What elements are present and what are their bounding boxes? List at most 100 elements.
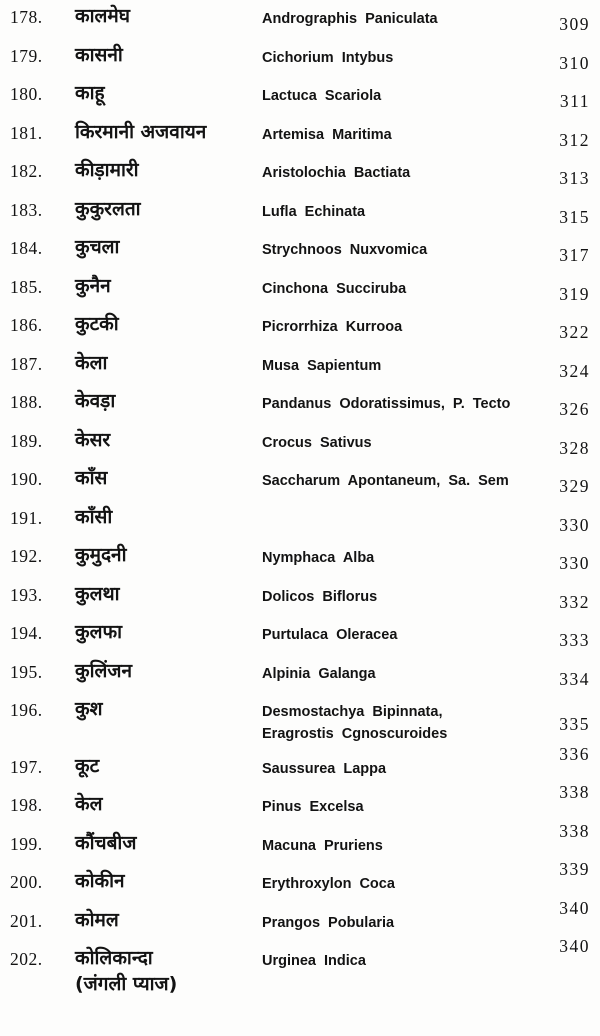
- entry-page-number: 338: [559, 782, 590, 803]
- latin-name-line1: Cichorium Intybus: [262, 49, 394, 66]
- index-row: 193. कुलथा Dolicos Biflorus 332: [10, 583, 600, 623]
- index-list: 178. कालमेघ Andrographis Paniculata 309 …: [10, 4, 600, 1008]
- entry-hindi-name: कुचला: [75, 235, 262, 261]
- entry-page-number: 330: [559, 514, 590, 535]
- entry-number: 197.: [10, 756, 43, 777]
- entry-number: 198.: [10, 795, 43, 816]
- entry-hindi-name: किरमानी अजवायन: [75, 120, 262, 146]
- latin-name-line1: Macuna Pruriens: [262, 837, 383, 854]
- latin-name-line1: Lufla Echinata: [262, 203, 366, 220]
- entry-hindi-name: कौंचबीज: [75, 831, 262, 857]
- latin-name-line1: Crocus Sativus: [262, 434, 372, 451]
- entry-page-number: 339: [559, 859, 590, 880]
- latin-name-line1: Urginea Indica: [262, 953, 366, 970]
- entry-page-number: 309: [559, 14, 590, 34]
- entry-page-number: 319: [559, 283, 590, 304]
- entry-page-number: 340: [559, 897, 590, 918]
- entry-latin-name: Picrorrhiza Kurrooa: [262, 314, 540, 338]
- entry-hindi-name: काँस: [75, 466, 262, 492]
- entry-hindi-name: केल: [75, 792, 262, 818]
- latin-name-line1: Aristolochia Bactiata: [262, 165, 411, 181]
- entry-hindi-name: केला: [75, 351, 262, 377]
- entry-hindi-name: कालमेघ: [75, 4, 262, 30]
- entry-hindi-name: कुनैन: [75, 274, 262, 300]
- entry-page-number: 313: [559, 168, 590, 188]
- hindi-name-line1: कुनैन: [75, 274, 111, 297]
- entry-number: 183.: [10, 199, 43, 220]
- index-row: 196. कुश Desmostachya Bipinnata, Eragros…: [10, 697, 600, 756]
- hindi-name-line1: कुलिंजन: [75, 659, 133, 682]
- hindi-name-line1: कुश: [75, 698, 103, 720]
- index-row: 181. किरमानी अजवायन Artemisa Maritima 31…: [10, 120, 600, 161]
- entry-number: 180.: [10, 84, 43, 104]
- hindi-name-line1: काँसी: [75, 505, 113, 528]
- entry-page-number: 317: [559, 245, 590, 265]
- hindi-name-line1: कोकीन: [75, 870, 125, 893]
- entry-page-number: 336: [559, 743, 590, 764]
- entry-latin-name: Erythroxylon Coca: [262, 871, 540, 895]
- entry-latin-name: Saccharum Apontaneum, Sa. Sem: [262, 468, 540, 492]
- latin-name-line1: Artemisa Maritima: [262, 126, 392, 143]
- entry-number: 195.: [10, 661, 43, 682]
- latin-name-line1: Pinus Excelsa: [262, 799, 364, 816]
- entry-latin-name: Pinus Excelsa: [262, 794, 540, 818]
- index-row: 182. कीड़ामारी Aristolochia Bactiata 313: [10, 158, 600, 199]
- hindi-name-line1: काँस: [75, 467, 108, 489]
- index-row: 178. कालमेघ Andrographis Paniculata 309: [10, 4, 600, 45]
- latin-name-line1: Andrographis Paniculata: [262, 11, 438, 27]
- entry-hindi-name: कुमुदनी: [75, 543, 262, 569]
- hindi-name-line1: काहू: [75, 82, 105, 104]
- index-row: 179. कासनी Cichorium Intybus 310: [10, 44, 600, 84]
- index-row: 201. कोमल Prangos Pobularia 340: [10, 898, 600, 949]
- entry-number: 184.: [10, 238, 43, 258]
- latin-name-line1: Cinchona Succiruba: [262, 280, 407, 297]
- latin-name-line1: Desmostachya Bipinnata,: [262, 704, 443, 720]
- index-row: 188. केवड़ा Pandanus Odoratissimus, P. T…: [10, 390, 600, 430]
- entry-number: 182.: [10, 161, 43, 181]
- hindi-name-line1: केला: [75, 351, 108, 374]
- index-row: 191. काँसी 330: [10, 505, 600, 546]
- entry-page-number: 328: [559, 437, 590, 458]
- entry-number: 192.: [10, 546, 43, 566]
- entry-number: 201.: [10, 910, 43, 931]
- entry-page-number: 310: [559, 52, 590, 73]
- entry-latin-name: Macuna Pruriens: [262, 833, 540, 857]
- entry-latin-name: Lactuca Scariola: [262, 83, 540, 107]
- latin-name-line1: Erythroxylon Coca: [262, 876, 395, 893]
- entry-number: 200.: [10, 872, 43, 893]
- latin-name-line1: Strychnoos Nuxvomica: [262, 242, 428, 258]
- latin-name-line1: Musa Sapientum: [262, 357, 382, 374]
- entry-page-number: 332: [559, 591, 590, 612]
- hindi-name-line1: केसर: [75, 428, 111, 451]
- entry-hindi-name: काँसी: [75, 505, 262, 531]
- entry-hindi-name: कूट: [75, 754, 262, 780]
- entry-latin-name: Saussurea Lappa: [262, 756, 540, 780]
- entry-number: 191.: [10, 507, 43, 528]
- latin-name-line2: Eragrostis Cgnoscuroides: [262, 726, 448, 743]
- latin-name-line1: Picrorrhiza Kurrooa: [262, 319, 403, 335]
- entry-hindi-name: कुटकी: [75, 312, 262, 338]
- entry-hindi-name: केसर: [75, 428, 262, 454]
- index-row: 194. कुलफा Purtulaca Oleracea 333: [10, 621, 600, 661]
- entry-hindi-name: कीड़ामारी: [75, 158, 262, 184]
- entry-latin-name: [262, 507, 540, 509]
- entry-latin-name: Cichorium Intybus: [262, 45, 540, 69]
- entry-page-number: 324: [559, 360, 590, 381]
- entry-hindi-name: कोकीन: [75, 869, 262, 895]
- index-row: 186. कुटकी Picrorrhiza Kurrooa 322: [10, 312, 600, 353]
- hindi-name-line1: कुचला: [75, 236, 120, 258]
- hindi-name-line1: कुमुदनी: [75, 544, 127, 566]
- entry-page-number: 322: [559, 322, 590, 342]
- index-row: 189. केसर Crocus Sativus 328: [10, 428, 600, 469]
- entry-number: 189.: [10, 430, 43, 451]
- entry-hindi-name: कुश: [75, 697, 262, 723]
- entry-number: 178.: [10, 7, 43, 27]
- hindi-name-line1: किरमानी अजवायन: [75, 120, 207, 143]
- hindi-name-line1: कुटकी: [75, 313, 119, 335]
- entry-number: 199.: [10, 833, 43, 854]
- entry-page-number: 334: [559, 668, 590, 689]
- index-row: 184. कुचला Strychnoos Nuxvomica 317: [10, 235, 600, 276]
- latin-name-line1: Purtulaca Oleracea: [262, 627, 398, 643]
- entry-latin-name: Strychnoos Nuxvomica: [262, 237, 540, 261]
- entry-latin-name: Purtulaca Oleracea: [262, 622, 540, 646]
